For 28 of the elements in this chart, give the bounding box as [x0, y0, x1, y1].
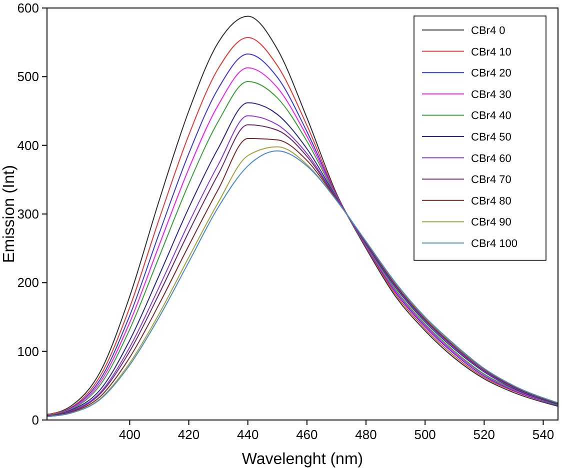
legend-label: CBr4 10 — [471, 46, 512, 58]
y-tick-label: 600 — [17, 0, 39, 16]
legend-label: CBr4 100 — [471, 238, 518, 250]
legend-label: CBr4 50 — [471, 132, 512, 144]
legend-label: CBr4 70 — [471, 174, 512, 186]
x-tick-label: 540 — [532, 427, 554, 442]
x-tick-label: 420 — [178, 427, 200, 442]
y-tick-label: 300 — [17, 206, 39, 222]
legend-label: CBr4 30 — [471, 88, 512, 101]
y-tick-label: 0 — [32, 412, 39, 428]
legend-label: CBr4 60 — [471, 152, 512, 165]
y-axis-title: Emission (Int) — [1, 165, 18, 263]
x-tick-label: 500 — [414, 427, 436, 442]
legend-label: CBr4 20 — [471, 68, 512, 80]
y-tick-label: 500 — [17, 69, 39, 84]
legend-label: CBr4 40 — [471, 110, 512, 122]
legend-label: CBr4 90 — [471, 216, 512, 229]
x-axis-title: Wavelenght (nm) — [242, 451, 364, 468]
legend-label: CBr4 0 — [471, 25, 506, 37]
y-tick-label: 400 — [17, 138, 39, 153]
x-tick-label: 400 — [118, 427, 141, 442]
legend-label: CBr4 80 — [471, 195, 512, 208]
y-tick-label: 200 — [17, 275, 39, 290]
x-tick-label: 440 — [237, 427, 259, 442]
x-tick-label: 480 — [355, 427, 377, 442]
x-tick-label: 460 — [296, 427, 318, 442]
x-tick-label: 520 — [473, 427, 496, 442]
y-tick-label: 100 — [17, 344, 39, 359]
